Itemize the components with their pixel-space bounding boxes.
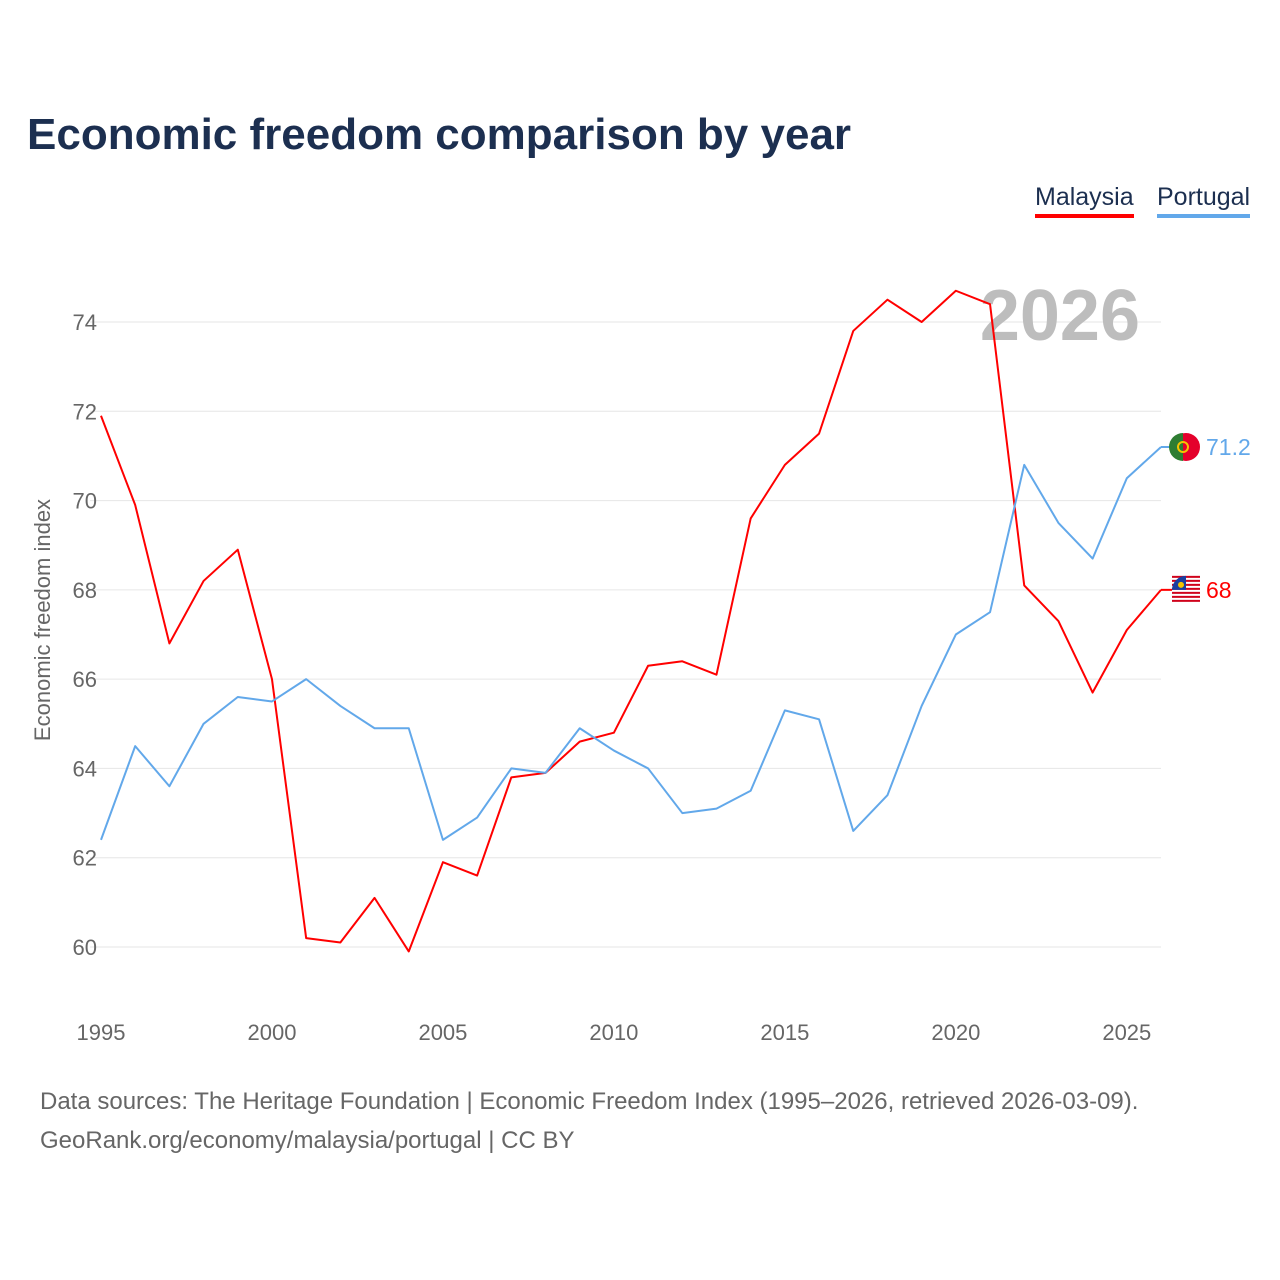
y-tick-label: 72: [73, 399, 97, 424]
y-tick-label: 66: [73, 667, 97, 692]
legend-malaysia[interactable]: Malaysia: [1035, 183, 1134, 218]
end-value-label: 71.2: [1206, 434, 1251, 460]
x-tick-label: 2020: [931, 1020, 980, 1045]
y-tick-label: 62: [73, 846, 97, 871]
flag-stripe: [1172, 599, 1200, 602]
x-tick-label: 2015: [760, 1020, 809, 1045]
series-line-malaysia: [100, 289, 1162, 953]
chart-title: Economic freedom comparison by year: [27, 110, 852, 159]
y-tick-label: 64: [73, 756, 97, 781]
end-value-label: 68: [1206, 577, 1232, 603]
y-tick-label: 60: [73, 935, 97, 960]
x-tick-label: 2000: [247, 1020, 296, 1045]
x-tick-label: 2005: [418, 1020, 467, 1045]
legend-portugal[interactable]: Portugal: [1157, 183, 1251, 218]
y-tick-label: 68: [73, 578, 97, 603]
flag-emblem: [1177, 441, 1189, 453]
year-watermark: 2026: [980, 276, 1140, 356]
flag-star: [1178, 581, 1184, 588]
flag-green-part: [1169, 433, 1183, 461]
x-tick-label: 2025: [1102, 1020, 1151, 1045]
y-axis-label: Economic freedom index: [30, 499, 55, 741]
series-line-portugal: [100, 446, 1162, 841]
flag-stripe: [1172, 591, 1200, 594]
x-tick-label: 2010: [589, 1020, 638, 1045]
y-tick-label: 70: [73, 489, 97, 514]
footer-credit: GeoRank.org/economy/malaysia/portugal | …: [40, 1127, 575, 1154]
footer-sources: Data sources: The Heritage Foundation | …: [40, 1088, 1139, 1115]
y-tick-label: 74: [73, 310, 97, 335]
x-tick-label: 1995: [77, 1020, 126, 1045]
flag-stripe: [1172, 595, 1200, 598]
